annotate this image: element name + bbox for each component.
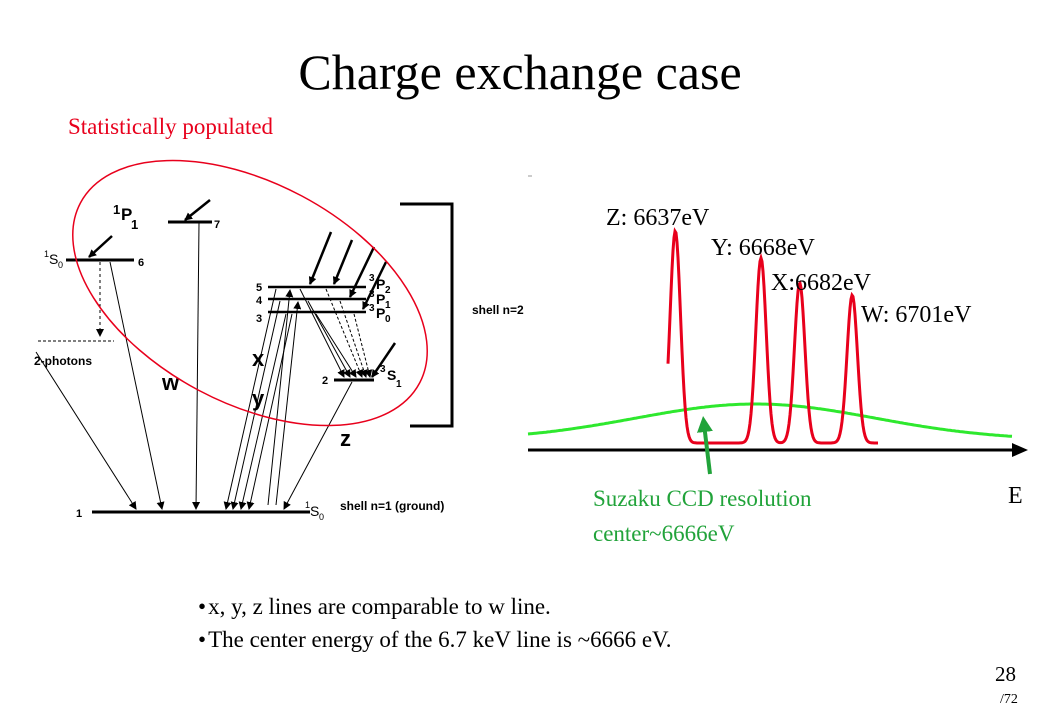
level-1p1-sub: 1	[131, 217, 138, 232]
page-number: 28	[995, 662, 1016, 686]
peak-label-w: W: 6701eV	[861, 302, 972, 328]
level-3p2-label: P	[376, 276, 385, 292]
level-1s0-label: S	[49, 251, 58, 267]
level-1p1-pre: 1	[113, 202, 120, 217]
peak-label-x: X:6682eV	[771, 270, 872, 296]
level-1s0-num: 6	[138, 257, 144, 269]
emission-lines-curve	[666, 227, 878, 445]
shell-n1-label: shell n=1 (ground)	[340, 499, 444, 513]
level-3p0-pre: 3	[369, 303, 375, 314]
level-3p2-pre: 3	[369, 273, 375, 284]
line-y-label: y	[252, 386, 265, 411]
peak-label-z: Z: 6637eV	[606, 205, 710, 231]
page-total: /72	[1000, 692, 1018, 707]
level-n3: 3	[256, 313, 262, 325]
level-ground-label: S	[310, 503, 319, 519]
energy-axis-label: E	[1008, 483, 1023, 509]
spectrum-plot: Z: 6637eV Y: 6668eV X:6682eV W: 6701eV E…	[527, 175, 1028, 546]
level-n2: 2	[322, 375, 328, 387]
highlight-ellipse	[72, 159, 428, 427]
level-ground-num: 1	[76, 508, 82, 520]
shell-n2-label: shell n=2	[472, 303, 524, 317]
bullet-list: x, y, z lines are comparable to w line. …	[198, 590, 671, 656]
level-3p0-label: P	[376, 305, 385, 321]
peak-label-y: Y: 6668eV	[711, 235, 815, 261]
slide-subtitle: Statistically populated	[68, 114, 274, 139]
two-photons-label: 2-photons	[34, 354, 92, 368]
resolution-label: Suzaku CCD resolution	[593, 486, 812, 511]
level-3p1-sub: 1	[385, 300, 391, 311]
level-3s1-pre: 3	[380, 364, 386, 375]
level-3s1-sub: 1	[396, 379, 402, 390]
level-1p1-label: P	[121, 205, 132, 224]
level-n5: 5	[256, 282, 262, 294]
energy-level-diagram: 1 P 1 7 1 S 0 6 5 4 3 3 P 2 3 P 1 3 P 0 …	[34, 199, 524, 522]
level-3s1-label: S	[387, 367, 396, 383]
level-1s0-pre: 1	[44, 249, 49, 259]
bullet-item: x, y, z lines are comparable to w line.	[198, 590, 671, 623]
line-x-label: x	[252, 346, 265, 371]
level-3p1-label: P	[376, 291, 385, 307]
level-3p1-pre: 3	[369, 289, 375, 300]
resolution-center-label: center~6666eV	[593, 521, 735, 546]
level-1s0-sub: 0	[58, 260, 63, 270]
slide-title: Charge exchange case	[298, 44, 742, 100]
bullet-item: The center energy of the 6.7 keV line is…	[198, 623, 671, 656]
level-3p0-sub: 0	[385, 314, 391, 325]
level-ground-pre: 1	[305, 500, 310, 510]
level-ground-sub: 0	[319, 512, 324, 522]
level-3p2-sub: 2	[385, 285, 391, 296]
line-z-label: z	[340, 426, 351, 451]
resolution-arrow	[697, 416, 713, 475]
level-n4: 4	[256, 295, 263, 307]
level-1p1-num: 7	[214, 219, 220, 231]
